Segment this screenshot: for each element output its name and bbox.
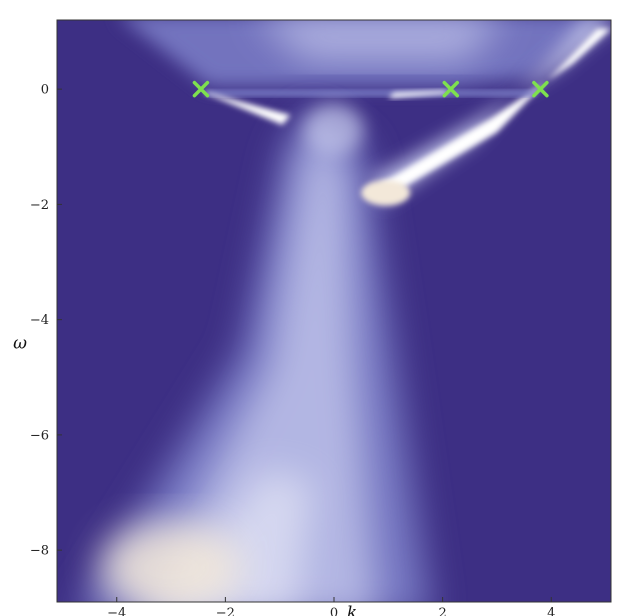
y-axis-label: ω — [13, 333, 27, 353]
left-band-streak — [203, 91, 291, 125]
right-branch-tip — [361, 180, 411, 206]
y-tick-label: −4 — [30, 313, 49, 328]
pole-marker — [192, 80, 210, 98]
right-branch-core — [380, 28, 611, 193]
x-tick-label: 2 — [438, 606, 446, 616]
x-tick-label: −2 — [216, 606, 235, 616]
x-tick-label: −4 — [107, 606, 126, 616]
y-tick-label: −8 — [30, 544, 49, 559]
y-axis: −8 −6 −4 −2 0 — [30, 83, 62, 559]
y-tick-label: −6 — [30, 428, 49, 443]
x-axis: −4 −2 0 2 4 — [107, 597, 555, 616]
horizontal-band — [206, 90, 535, 97]
warm-glow-bottom — [100, 521, 242, 602]
upper-glow-core — [259, 20, 503, 61]
neck-glow — [304, 103, 364, 156]
x-tick-label: 0 — [330, 606, 338, 616]
pole-marker — [442, 80, 460, 98]
right-band-streak — [388, 90, 449, 99]
y-tick-label: −2 — [30, 198, 49, 213]
y-tick-label: 0 — [41, 83, 49, 98]
x-axis-label: k — [347, 603, 357, 616]
x-tick-label: 4 — [547, 606, 555, 616]
pole-marker — [532, 80, 549, 98]
spectral-intensity-field — [84, 20, 611, 602]
column-core — [142, 123, 377, 602]
plot-area — [57, 20, 611, 602]
pole-markers — [192, 80, 549, 98]
